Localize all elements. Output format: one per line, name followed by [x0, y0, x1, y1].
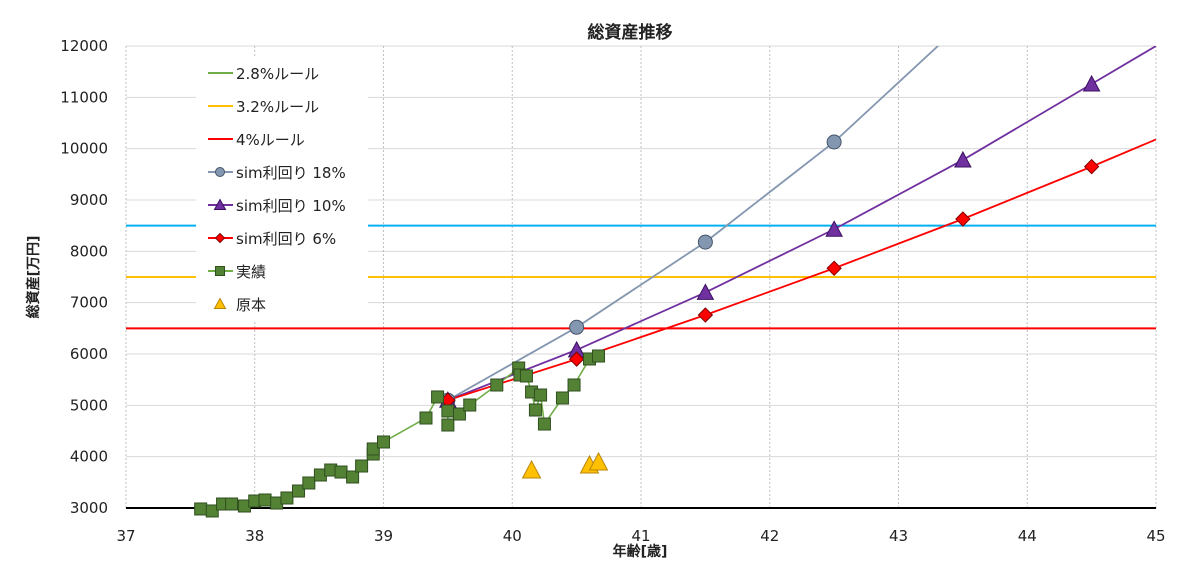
data-point-実績	[334, 465, 348, 479]
x-axis-label: 年齢[歳]	[613, 543, 668, 560]
y-tick-label: 4000	[70, 448, 108, 466]
data-point-sim利回り 18%	[697, 234, 713, 250]
data-point-実績	[537, 417, 551, 431]
data-point-実績	[441, 418, 455, 432]
y-tick-label: 10000	[60, 140, 108, 158]
x-tick-label: 40	[503, 527, 522, 545]
data-point-実績	[355, 459, 369, 473]
data-point-実績	[490, 378, 504, 392]
data-point-sim利回り 10%	[696, 283, 715, 300]
x-tick-label: 39	[374, 527, 393, 545]
x-tick-label: 37	[116, 527, 135, 545]
x-tick-label: 44	[1018, 527, 1037, 545]
legend: 2.8%ルール 3.2%ルール 4%ルール sim利回り 18% sim利回り 10% s…	[196, 56, 368, 322]
y-tick-label: 8000	[70, 242, 108, 260]
data-point-原本	[521, 459, 542, 479]
data-point-sim利回り 18%	[826, 134, 842, 150]
data-point-実績	[441, 404, 455, 418]
series-line-実績	[215, 355, 599, 508]
data-point-実績	[519, 369, 533, 383]
data-point-実績	[205, 504, 219, 518]
legend-label: 実績	[236, 263, 266, 281]
x-tick-label: 38	[245, 527, 264, 545]
data-point-sim利回り 6%	[1083, 158, 1100, 175]
data-point-sim利回り 6%	[955, 211, 971, 227]
series-line-sim利回り 10%	[447, 46, 1156, 402]
legend-label: sim利回り 6%	[236, 230, 336, 248]
data-point-実績	[346, 470, 360, 484]
data-point-実績	[280, 491, 294, 505]
y-tick-label: 9000	[70, 191, 108, 209]
legend-label: sim利回り 10%	[236, 197, 346, 215]
legend-swatch-marker	[215, 266, 225, 276]
y-tick-label: 6000	[70, 345, 108, 363]
data-point-sim利回り 6%	[697, 307, 714, 323]
x-tick-label: 45	[1146, 527, 1165, 545]
data-point-実績	[555, 391, 569, 405]
y-tick-label: 5000	[70, 396, 108, 414]
chart-title: 総資産推移	[588, 22, 673, 43]
y-tick-label: 7000	[70, 294, 108, 312]
legend-swatch-marker	[213, 297, 227, 309]
data-point-sim利回り 6%	[826, 260, 842, 276]
x-tick-label: 42	[760, 527, 779, 545]
legend-label: 2.8%ルール	[236, 65, 319, 83]
data-point-sim利回り 6%	[568, 351, 585, 367]
data-point-実績	[592, 349, 606, 363]
y-tick-label: 11000	[60, 88, 108, 106]
legend-box	[196, 56, 368, 322]
data-point-原本	[588, 451, 609, 471]
legend-swatch-marker	[215, 167, 225, 177]
data-point-実績	[452, 407, 466, 421]
data-point-実績	[528, 403, 542, 417]
legend-label: sim利回り 18%	[236, 164, 346, 182]
data-point-sim利回り 10%	[954, 150, 972, 168]
data-point-sim利回り 10%	[1082, 74, 1101, 92]
y-axis-label: 総資産[万円]	[25, 236, 42, 319]
x-tick-label: 41	[631, 527, 650, 545]
data-point-実績	[567, 378, 581, 392]
y-tick-label: 3000	[70, 499, 108, 517]
series-line-sim利回り 6%	[447, 138, 1156, 402]
x-tick-label: 43	[889, 527, 908, 545]
data-point-実績	[194, 502, 208, 516]
legend-swatch-marker	[213, 198, 227, 210]
data-point-実績	[292, 484, 306, 498]
data-point-実績	[431, 390, 445, 404]
data-point-実績	[463, 398, 477, 412]
legend-swatch-marker	[214, 232, 226, 244]
data-point-実績	[302, 476, 316, 490]
data-point-実績	[377, 435, 390, 449]
data-point-実績	[366, 442, 380, 456]
data-point-実績	[225, 497, 239, 511]
data-point-実績	[534, 388, 548, 402]
legend-label: 3.2%ルール	[236, 98, 319, 116]
data-point-sim利回り 18%	[569, 319, 585, 335]
data-point-実績	[419, 411, 433, 425]
legend-label: 4%ルール	[236, 131, 305, 149]
y-tick-label: 12000	[60, 37, 108, 55]
legend-label: 原本	[236, 296, 266, 314]
data-point-実績	[258, 493, 272, 507]
series-line-sim利回り 18%	[447, 46, 940, 401]
data-point-sim利回り 10%	[825, 220, 843, 237]
